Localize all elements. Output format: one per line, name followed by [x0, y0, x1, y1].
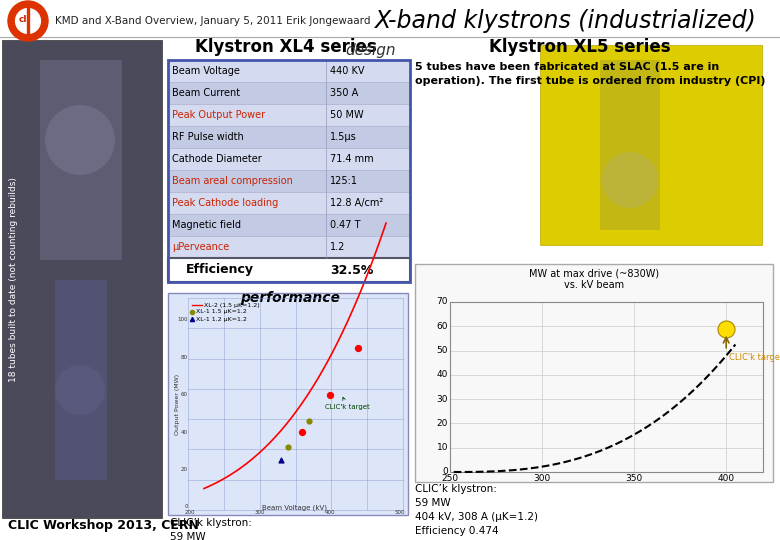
- Text: 18 tubes built to date (not counting rebuilds): 18 tubes built to date (not counting reb…: [9, 178, 19, 382]
- Point: [282, 443, 294, 451]
- Bar: [55, 280, 107, 480]
- Bar: [540, 45, 762, 245]
- Text: Beam Current: Beam Current: [172, 88, 240, 98]
- Text: 40: 40: [181, 430, 188, 435]
- Text: Cathode Diameter: Cathode Diameter: [172, 154, 262, 164]
- Text: 300: 300: [534, 474, 551, 483]
- Bar: [168, 214, 410, 236]
- Text: 300: 300: [255, 510, 265, 515]
- Text: 0: 0: [442, 468, 448, 476]
- Text: Peak Cathode loading: Peak Cathode loading: [172, 198, 278, 208]
- Circle shape: [45, 105, 115, 175]
- Point: [352, 343, 364, 352]
- Text: 10: 10: [437, 443, 448, 452]
- Text: Beam areal compression: Beam areal compression: [172, 176, 292, 186]
- Text: RF Pulse width: RF Pulse width: [172, 132, 243, 142]
- Text: 50 MW: 50 MW: [330, 110, 363, 120]
- Text: design: design: [345, 43, 395, 57]
- Text: CLIC'k target: CLIC'k target: [324, 397, 370, 409]
- Point: [296, 428, 308, 436]
- Bar: [27, 3, 29, 39]
- Text: Klystron XL4 series: Klystron XL4 series: [195, 38, 377, 56]
- Circle shape: [55, 365, 105, 415]
- Text: Beam Voltage (kV): Beam Voltage (kV): [263, 504, 328, 511]
- Bar: [168, 104, 410, 126]
- Text: 80: 80: [181, 355, 188, 360]
- Bar: [2, 40, 162, 518]
- Text: 20: 20: [181, 467, 188, 472]
- Bar: [415, 264, 773, 482]
- Text: 250: 250: [441, 474, 459, 483]
- Circle shape: [16, 9, 41, 33]
- Bar: [168, 126, 410, 148]
- Bar: [40, 60, 122, 260]
- Text: 60: 60: [437, 322, 448, 331]
- Text: performance: performance: [240, 291, 340, 305]
- Bar: [450, 302, 763, 472]
- Text: 71.4 mm: 71.4 mm: [330, 154, 374, 164]
- Text: CLIC'k target: CLIC'k target: [729, 353, 780, 362]
- Text: 30: 30: [437, 395, 448, 403]
- Text: XL-2 (1.5 μK=1.2): XL-2 (1.5 μK=1.2): [204, 302, 260, 307]
- Text: 0: 0: [185, 504, 188, 510]
- Text: 1.2: 1.2: [330, 242, 346, 252]
- Text: CLIC’k klystron:
59 MW
404 kV, 308 A (μK=1.2)
Efficiency 0.474: CLIC’k klystron: 59 MW 404 kV, 308 A (μK…: [415, 484, 538, 536]
- Text: 350: 350: [626, 474, 643, 483]
- Bar: [168, 60, 410, 82]
- Bar: [168, 170, 410, 192]
- Text: 50: 50: [437, 346, 448, 355]
- Point: [275, 456, 287, 464]
- Text: KMD and X-Band Overview, January 5, 2011 Erik Jongewaard: KMD and X-Band Overview, January 5, 2011…: [55, 16, 370, 26]
- Text: μPerveance: μPerveance: [172, 242, 229, 252]
- Text: 20: 20: [437, 419, 448, 428]
- Text: ic: ic: [30, 18, 38, 28]
- Text: 125:1: 125:1: [330, 176, 358, 186]
- Bar: [168, 60, 410, 282]
- Text: Output Power (MW): Output Power (MW): [176, 374, 180, 435]
- Text: 440 KV: 440 KV: [330, 66, 364, 76]
- Text: 5 tubes have been fabricated at SLAC (1.5 are in
operation). The first tube is o: 5 tubes have been fabricated at SLAC (1.…: [415, 62, 765, 86]
- Point: [720, 325, 732, 333]
- Text: 60: 60: [181, 392, 188, 397]
- Bar: [168, 258, 410, 282]
- Bar: [168, 148, 410, 170]
- Text: 350 A: 350 A: [330, 88, 358, 98]
- Text: 100: 100: [178, 317, 188, 322]
- Text: 70: 70: [437, 298, 448, 307]
- Text: Efficiency: Efficiency: [186, 264, 254, 276]
- Bar: [600, 60, 660, 230]
- Bar: [168, 82, 410, 104]
- Text: Beam Voltage: Beam Voltage: [172, 66, 240, 76]
- Text: X-band klystrons (industrialized): X-band klystrons (industrialized): [374, 9, 756, 33]
- Text: XL-1 1.5 μK=1.2: XL-1 1.5 μK=1.2: [196, 309, 246, 314]
- Text: 1.5μs: 1.5μs: [330, 132, 356, 142]
- Text: CLIC’k klystron:
59 MW
418 kV, 324 A (μK=1.2)
Efficiency 0.436: CLIC’k klystron: 59 MW 418 kV, 324 A (μK…: [170, 518, 293, 540]
- Circle shape: [8, 1, 48, 41]
- Text: Peak Output Power: Peak Output Power: [172, 110, 265, 120]
- Bar: [168, 293, 408, 515]
- Text: 0.47 T: 0.47 T: [330, 220, 360, 230]
- Bar: [168, 192, 410, 214]
- Text: 12.8 A/cm²: 12.8 A/cm²: [330, 198, 383, 208]
- Text: 40: 40: [437, 370, 448, 380]
- Text: 32.5%: 32.5%: [330, 264, 374, 276]
- Text: cl: cl: [19, 15, 27, 24]
- Text: MW at max drive (~830W)
vs. kV beam: MW at max drive (~830W) vs. kV beam: [529, 268, 659, 291]
- Text: Klystron XL5 series: Klystron XL5 series: [489, 38, 671, 56]
- Circle shape: [602, 152, 658, 208]
- Text: 200: 200: [185, 510, 195, 515]
- Text: XL-1 1.2 μK=1.2: XL-1 1.2 μK=1.2: [196, 316, 247, 321]
- Text: Magnetic field: Magnetic field: [172, 220, 241, 230]
- Text: 500: 500: [395, 510, 406, 515]
- Text: 400: 400: [718, 474, 735, 483]
- Text: CLIC Workshop 2013, CERN: CLIC Workshop 2013, CERN: [8, 519, 199, 532]
- Point: [324, 390, 336, 399]
- Point: [303, 416, 315, 425]
- Bar: [168, 236, 410, 258]
- Text: 400: 400: [324, 510, 335, 515]
